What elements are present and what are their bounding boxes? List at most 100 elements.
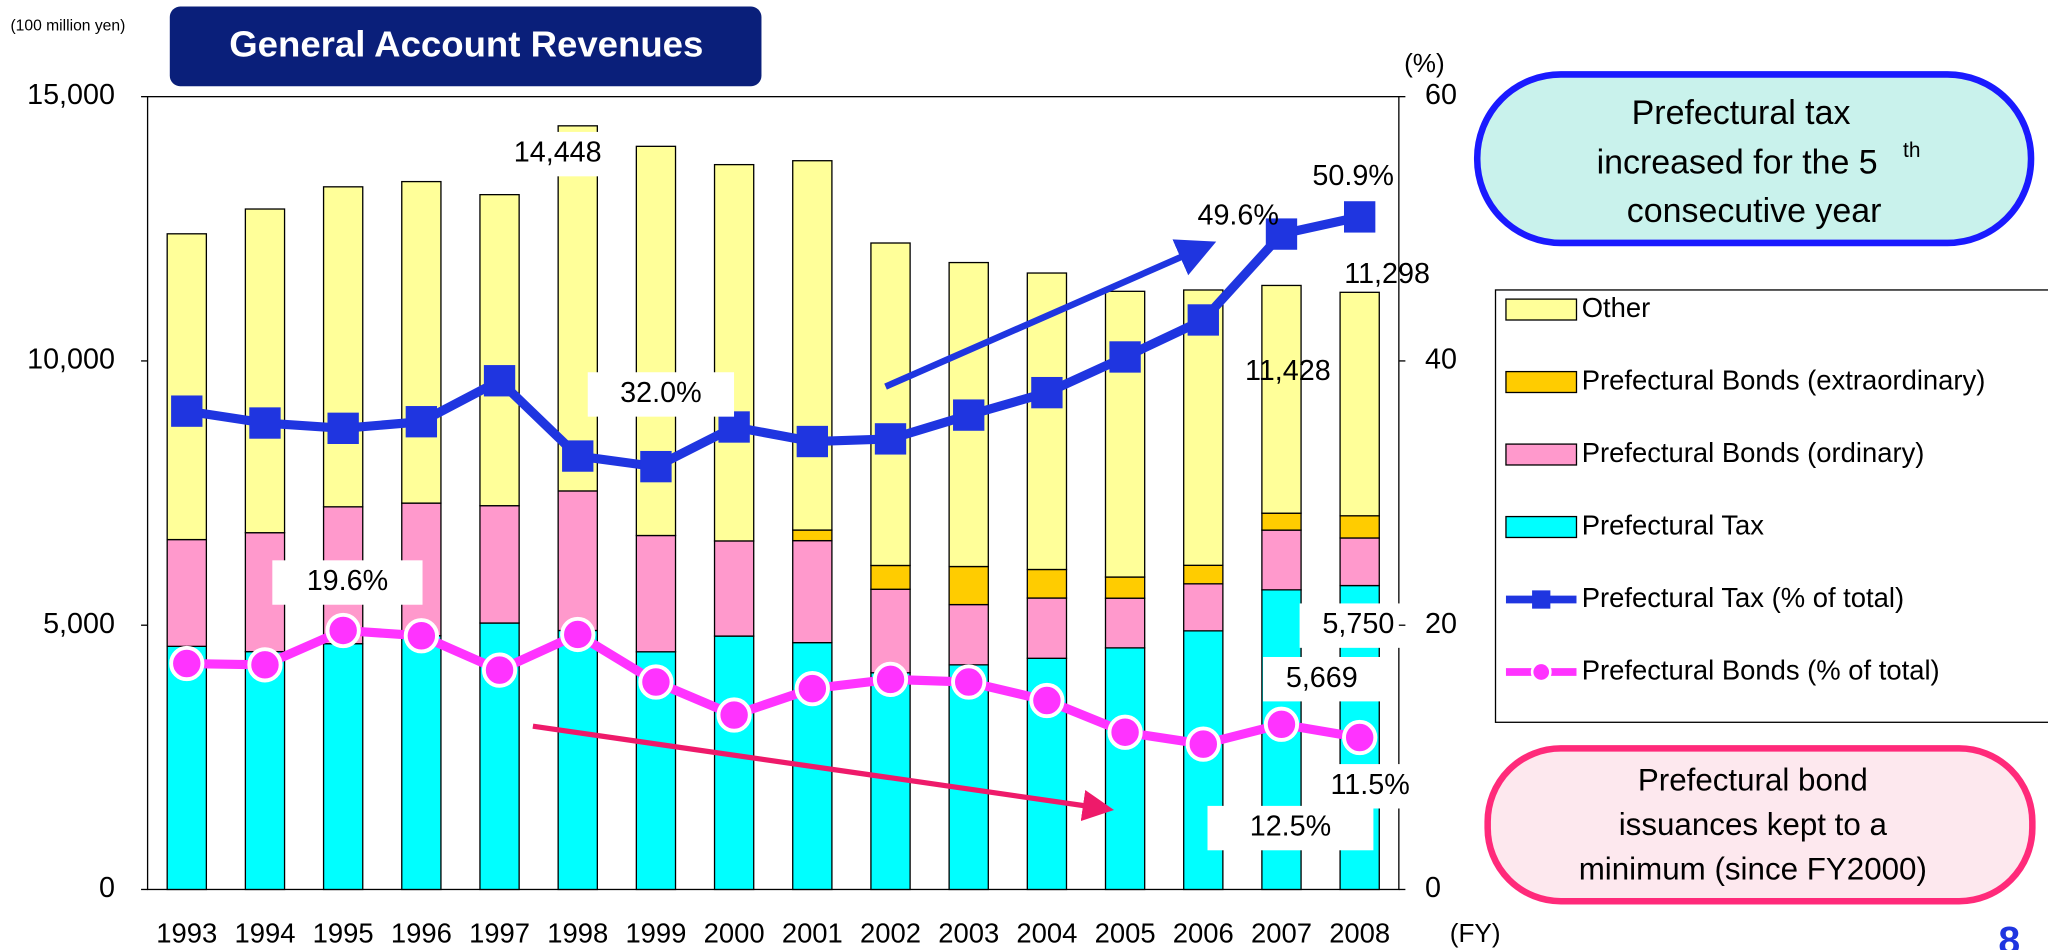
x-tick-label: 2001	[782, 917, 843, 948]
line-series	[186, 212, 1361, 472]
bar-segment	[1183, 583, 1224, 632]
line-marker	[1263, 706, 1300, 742]
bar-segment	[322, 643, 364, 891]
legend-label: Other	[1582, 292, 1651, 323]
x-tick-label: 2003	[938, 917, 999, 948]
x-tick-label: 1996	[391, 917, 452, 948]
legend-marker	[1530, 661, 1552, 683]
bar-segment	[948, 603, 989, 666]
legend-label: Prefectural Bonds (ordinary)	[1582, 437, 1925, 468]
data-label: 11,298	[1344, 258, 1430, 290]
label-bg	[505, 131, 610, 177]
callout-superscript: th	[1903, 139, 1920, 162]
x-tick-label: 1993	[156, 917, 217, 948]
bar-segment	[1104, 647, 1146, 891]
x-tick-label: 1997	[469, 917, 530, 948]
bar-segment	[166, 645, 208, 891]
legend-label: Prefectural Tax (% of total)	[1582, 582, 1904, 613]
label-bg	[587, 372, 735, 417]
bar-segment	[1183, 564, 1224, 585]
trend-arrow-up	[884, 239, 1217, 390]
bar-segment	[1339, 537, 1380, 587]
callout-text: consecutive year	[1627, 192, 1882, 230]
bar-segment	[1026, 568, 1068, 599]
line-marker	[1342, 719, 1378, 756]
callout-text: issuances kept to a	[1619, 807, 1888, 842]
bar-segment	[557, 490, 598, 632]
line-marker	[325, 612, 361, 649]
line-marker	[874, 423, 907, 455]
bar-segment	[792, 539, 833, 644]
bar-segment	[792, 529, 833, 542]
line-marker	[171, 395, 203, 427]
label-bg	[272, 560, 423, 605]
bar-segment	[401, 635, 442, 891]
label-bg	[1324, 764, 1416, 809]
line-marker	[403, 618, 439, 654]
line-marker	[249, 407, 281, 439]
x-tick-label: 2008	[1329, 917, 1390, 948]
line-marker	[796, 425, 828, 458]
legend-label: Prefectural Tax	[1582, 509, 1765, 540]
x-unit: (FY)	[1450, 918, 1501, 948]
data-label: 14,448	[514, 137, 602, 169]
lines	[169, 201, 1378, 762]
legend-marker	[1532, 590, 1551, 609]
labels: 5,669 5,750 32.0% 49.6% 50.9% 19.6% 12.5% 11.5%…	[272, 131, 1430, 851]
label-bg	[1207, 805, 1374, 851]
bar-segment	[1339, 515, 1380, 539]
line-marker	[951, 664, 987, 700]
line-marker	[247, 647, 283, 683]
line-marker	[872, 661, 909, 698]
bar-segment	[166, 233, 208, 541]
y2-tick-label: 0	[1425, 872, 1441, 904]
x-tick-label: 2005	[1095, 917, 1156, 948]
callout-box	[1484, 745, 2036, 905]
bar-segment	[1261, 529, 1302, 591]
legend-label: Prefectural Bonds (extraordinary)	[1582, 364, 1986, 395]
bar-segment	[713, 635, 755, 891]
bar-segment	[870, 564, 911, 590]
bar-segment	[948, 664, 989, 891]
line-marker	[794, 670, 830, 707]
bar-segment	[792, 160, 833, 531]
label-bg	[1299, 603, 1418, 648]
bar-segment	[1104, 576, 1146, 599]
x-tick-label: 2000	[704, 917, 765, 948]
legend-swatch	[1505, 515, 1578, 539]
data-label: 49.6%	[1197, 199, 1278, 231]
bar-segment	[244, 650, 286, 891]
callout-text: increased for the 5	[1597, 144, 1878, 182]
bar-segment	[870, 242, 911, 567]
callout-text: minimum (since FY2000)	[1579, 851, 1927, 886]
line-marker	[640, 450, 672, 483]
data-label: 12.5%	[1250, 811, 1331, 843]
line-marker	[1107, 714, 1143, 750]
data-label: 5,750	[1322, 608, 1394, 640]
line-marker	[327, 412, 359, 444]
line-marker	[562, 440, 594, 472]
y2-tick-label: 60	[1425, 79, 1457, 111]
data-label: 11.5%	[1330, 769, 1409, 801]
x-tick-label: 2004	[1016, 917, 1077, 948]
page-number: 8	[1998, 919, 2020, 950]
data-label: 19.6%	[307, 565, 388, 597]
bar-segment	[479, 193, 520, 507]
bar-segment	[1104, 290, 1146, 578]
line-marker	[638, 664, 674, 700]
line-marker	[1029, 682, 1065, 719]
line-marker	[1265, 218, 1298, 250]
data-label: 5,669	[1286, 662, 1358, 694]
bar-segment	[479, 505, 520, 624]
y-tick-label: 15,000	[27, 79, 115, 111]
legend-swatch	[1505, 370, 1578, 394]
data-label: 11,428	[1245, 355, 1331, 387]
line-marker	[169, 645, 205, 682]
line-marker	[953, 399, 985, 431]
title-box	[169, 6, 762, 87]
y2-tick-label: 20	[1425, 608, 1457, 640]
bar-segment	[713, 540, 755, 637]
bar-segment	[870, 588, 911, 674]
